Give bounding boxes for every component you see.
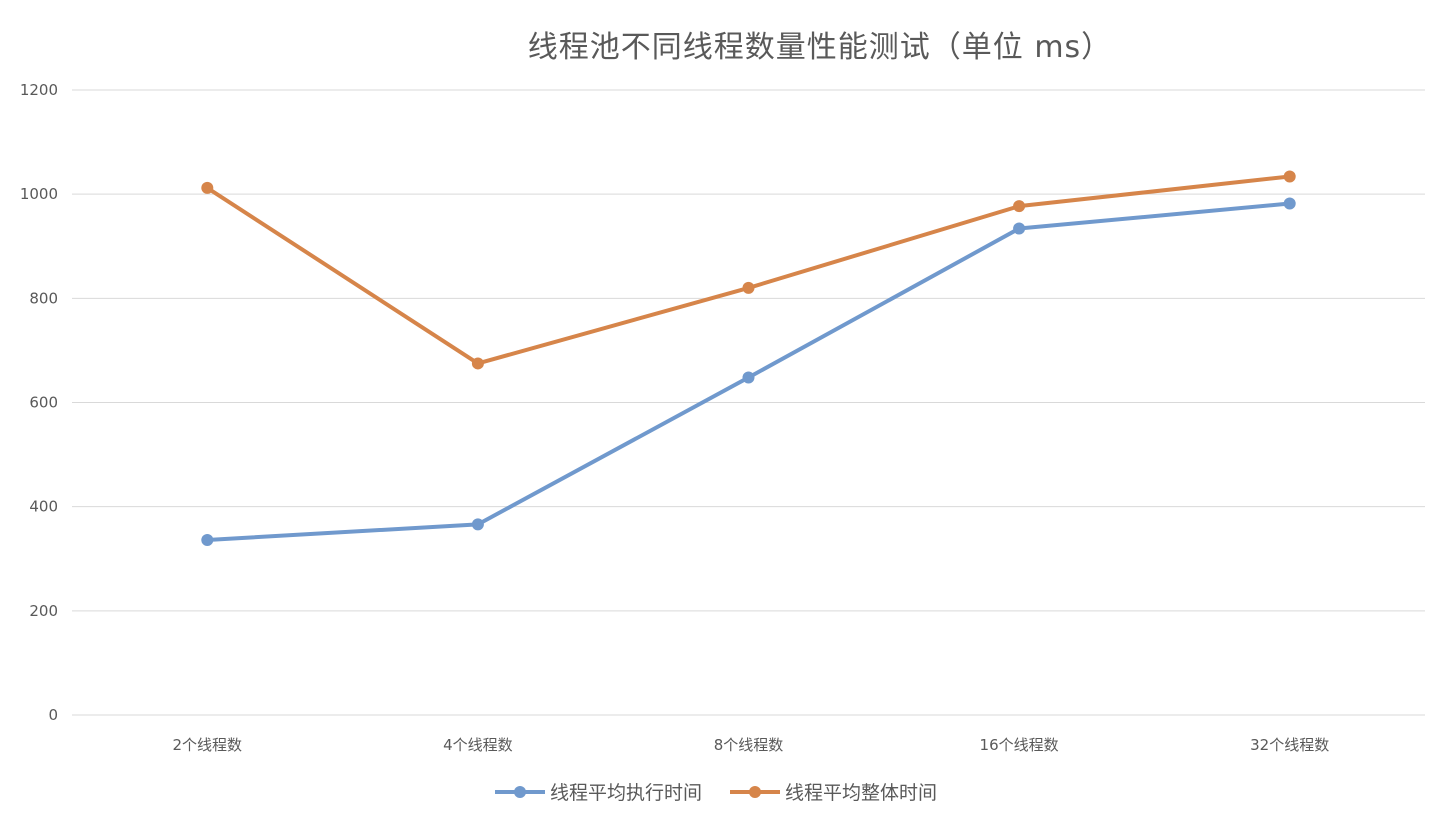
data-point [201,181,214,194]
legend-label: 线程平均整体时间 [785,782,937,804]
data-point [742,281,755,294]
y-tick-label: 1000 [20,185,58,203]
y-tick-label: 800 [29,289,58,307]
y-tick-label: 400 [29,498,58,516]
series-lines [201,170,1296,546]
legend-label: 线程平均执行时间 [550,782,702,804]
x-tick-label: 2个线程数 [173,736,243,754]
data-point [471,357,484,370]
y-tick-label: 200 [29,602,58,620]
legend-swatch-marker [749,786,761,798]
data-point [471,518,484,531]
legend: 线程平均执行时间 线程平均整体时间 [495,782,937,804]
series-line [205,174,1292,366]
y-tick-label: 0 [48,706,58,724]
y-tick-label: 600 [29,394,58,412]
legend-item: 线程平均整体时间 [730,782,937,804]
data-point [1283,170,1296,183]
series-1 [201,197,1296,546]
legend-item: 线程平均执行时间 [495,782,702,804]
y-tick-label: 1200 [20,81,58,99]
data-point [1283,197,1296,210]
chart-title: 线程池不同线程数量性能测试（单位 ms） [527,30,1113,65]
x-tick-label: 8个线程数 [714,736,784,754]
data-point [1013,200,1026,213]
x-axis-tick-labels: 2个线程数 4个线程数 8个线程数 16个线程数 32个线程数 [173,736,1330,754]
legend-swatch-marker [514,786,526,798]
x-tick-label: 4个线程数 [443,736,513,754]
grid-lines [72,89,1425,716]
data-point [742,371,755,384]
data-point [201,534,214,546]
x-tick-label: 32个线程数 [1250,736,1329,754]
data-point [1013,222,1026,235]
y-axis-tick-labels: 0 200 400 600 800 1000 1200 [20,81,58,724]
series-2 [201,170,1296,370]
x-tick-label: 16个线程数 [980,736,1059,754]
